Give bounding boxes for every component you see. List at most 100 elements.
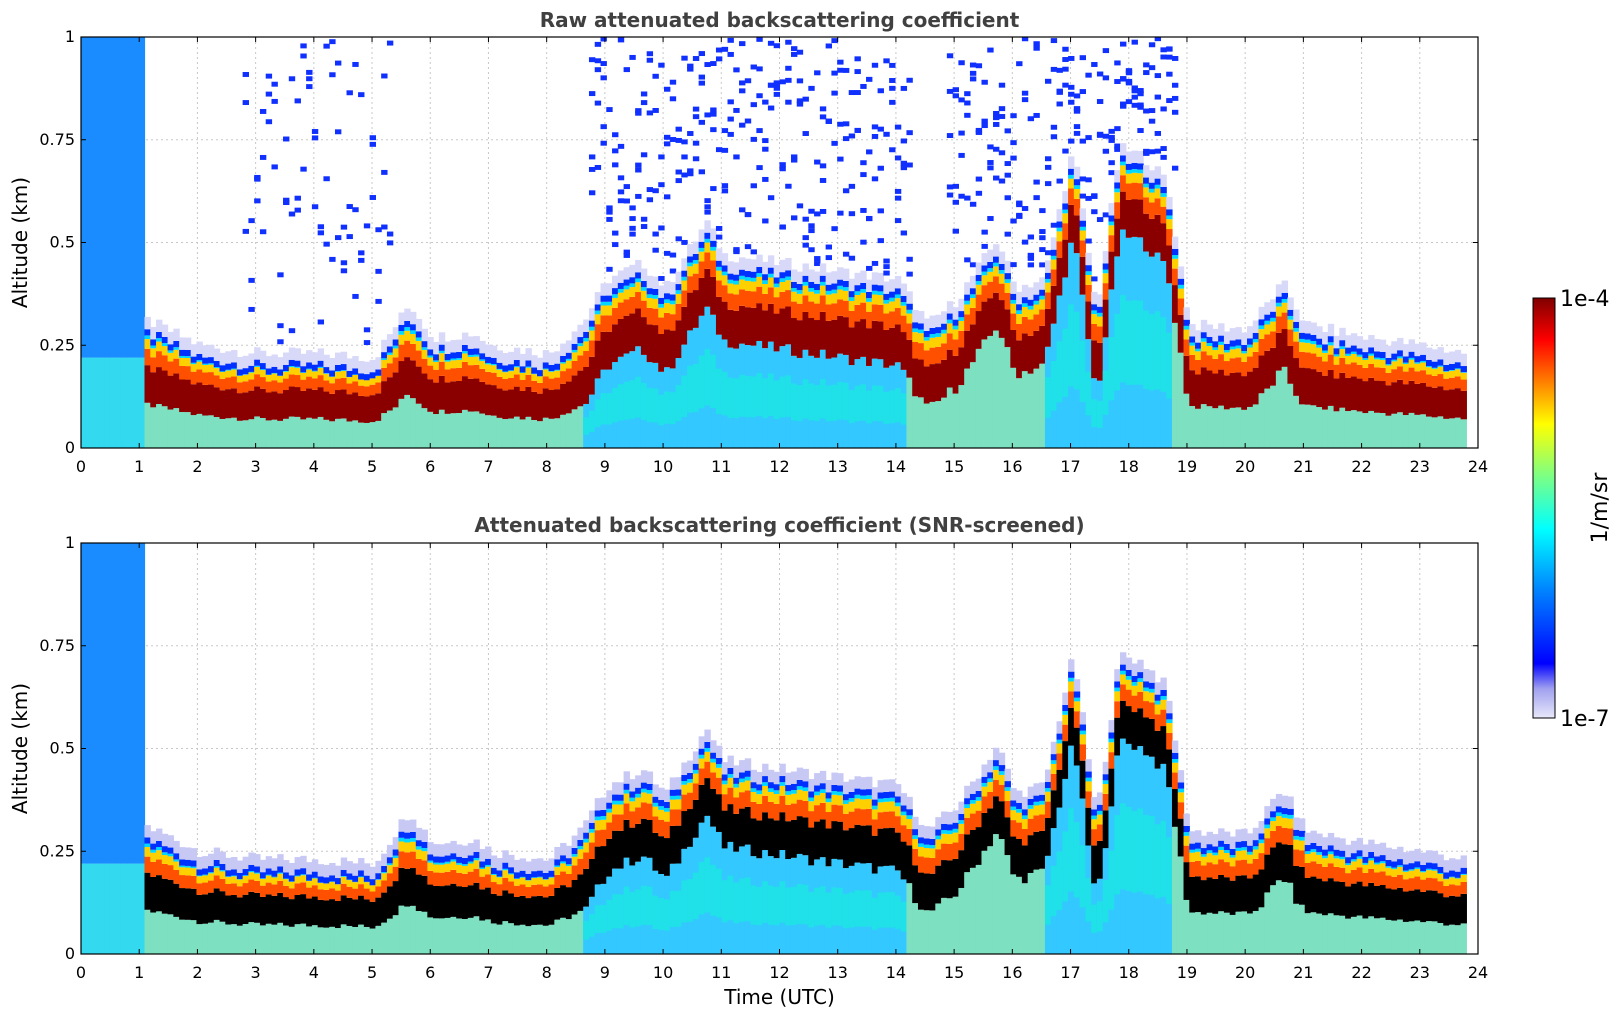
image-column [1021,37,1029,448]
image-column [1183,813,1190,954]
image-column [190,848,198,954]
image-column [519,858,527,954]
image-column [1339,838,1346,954]
image-column [1368,335,1375,448]
image-column [473,839,480,954]
y-tick-label: 0.25 [39,841,75,860]
image-column [1304,321,1312,448]
image-column [1385,345,1392,448]
image-column [929,315,936,448]
x-tick-label: 20 [1235,457,1255,476]
image-column [744,758,752,954]
image-column [1454,349,1462,448]
x-tick-label: 2 [192,457,202,476]
image-column [1356,837,1364,954]
image-column [819,106,827,448]
x-tick-label: 6 [425,963,435,982]
image-column [969,62,977,448]
image-column [756,37,763,448]
image-column [779,763,786,954]
image-column [259,859,267,954]
image-column [756,771,763,954]
image-column [929,826,936,954]
image-column [433,844,440,954]
image-column [1345,844,1352,954]
image-column [1460,353,1467,448]
image-column [236,356,244,448]
image-column [542,860,550,954]
image-column [306,862,313,954]
image-column [646,51,654,448]
image-column [115,543,123,954]
image-column [1200,835,1208,954]
image-column [594,798,602,954]
image-column [1114,60,1121,448]
image-column [519,353,527,448]
image-column [1247,326,1254,448]
image-column [831,772,838,954]
image-column [704,729,711,954]
image-column [1241,332,1248,448]
image-column [1016,790,1023,954]
image-column [796,767,804,954]
image-column [704,62,711,448]
image-column [1004,768,1011,954]
image-column [479,849,486,954]
image-column [1223,331,1231,448]
image-column [323,864,330,954]
image-column [438,844,446,954]
image-column [1096,792,1104,954]
image-column [790,46,798,448]
image-column [866,76,873,448]
image-column [1379,339,1387,448]
image-column [698,736,706,954]
image-column [687,760,694,954]
image-column [600,797,607,954]
image-column [1252,827,1260,954]
image-column [144,825,151,954]
image-column [917,311,925,448]
image-column [1420,852,1427,954]
image-column [508,854,515,954]
image-column [1379,842,1387,954]
image-column [138,543,146,954]
image-column [1414,848,1421,954]
image-column [1125,68,1133,448]
image-column [635,108,642,448]
image-column [906,796,913,954]
x-axis-label: Time (UTC) [723,985,835,1009]
image-column [669,79,677,448]
image-column [1050,38,1058,448]
image-column [727,37,734,448]
image-column [877,88,884,448]
image-column [1391,341,1398,448]
image-column [1177,770,1185,954]
image-column [1114,669,1121,954]
image-column [571,835,579,954]
image-column [317,864,325,954]
image-column [866,776,873,954]
image-column [1027,786,1035,954]
image-column [1183,307,1190,448]
image-column [248,218,255,448]
image-column [490,345,498,448]
image-column [565,340,573,448]
image-column [404,820,411,954]
image-column [386,40,394,448]
image-column [577,324,584,448]
image-column [392,327,400,448]
image-column [219,851,226,954]
y-tick-label: 0.75 [39,130,75,149]
image-column [1160,47,1167,448]
image-column [1206,831,1213,954]
y-tick-label: 0.75 [39,636,75,655]
image-column [1281,795,1289,954]
panel-screened: Attenuated backscattering coefficient (S… [8,513,1488,1009]
image-column [323,43,330,448]
image-column [658,62,665,448]
image-column [629,54,636,448]
image-column [1293,309,1300,448]
image-column [1016,61,1023,448]
x-tick-label: 18 [1119,457,1139,476]
image-column [854,56,861,448]
